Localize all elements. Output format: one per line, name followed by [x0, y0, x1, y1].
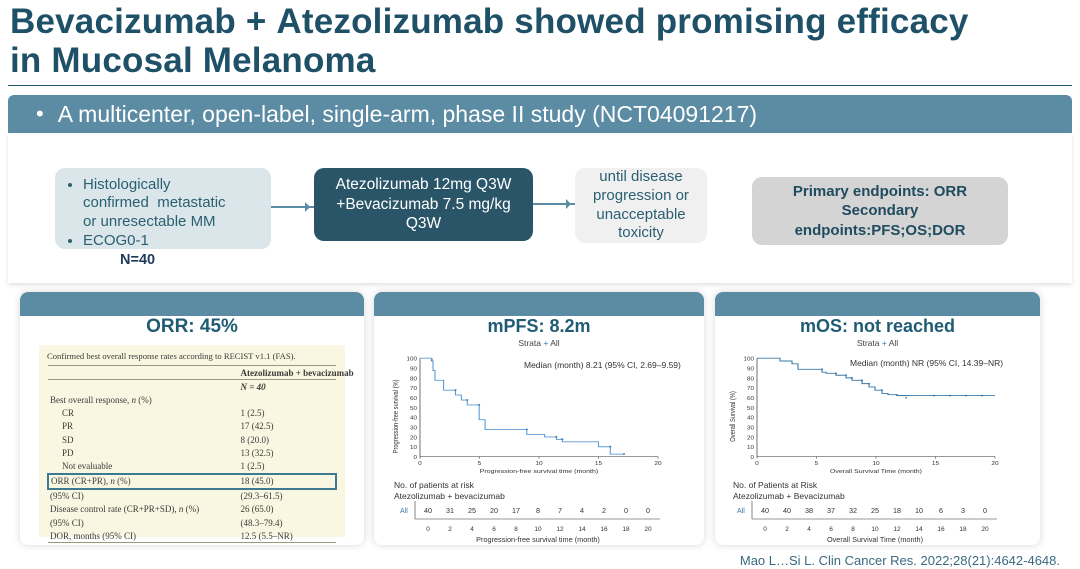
svg-text:0: 0 [646, 506, 650, 515]
svg-text:All: All [400, 508, 408, 515]
svg-text:60: 60 [410, 396, 417, 401]
svg-text:6: 6 [939, 506, 943, 515]
svg-text:70: 70 [410, 387, 417, 392]
svg-text:0: 0 [983, 506, 987, 515]
svg-text:14: 14 [915, 526, 923, 533]
svg-text:18: 18 [959, 526, 967, 533]
svg-text:10: 10 [534, 526, 542, 533]
svg-text:40: 40 [424, 506, 432, 515]
svg-text:40: 40 [410, 416, 417, 421]
svg-text:100: 100 [744, 357, 754, 362]
svg-text:20: 20 [410, 436, 417, 441]
svg-text:40: 40 [761, 506, 769, 515]
svg-text:30: 30 [747, 426, 754, 431]
svg-text:10: 10 [871, 526, 879, 533]
svg-text:20: 20 [490, 506, 498, 515]
svg-text:0: 0 [755, 461, 759, 466]
svg-text:16: 16 [600, 526, 608, 533]
svg-text:7: 7 [558, 506, 562, 515]
svg-text:38: 38 [805, 506, 813, 515]
svg-text:12: 12 [556, 526, 564, 533]
svg-text:All: All [737, 508, 745, 515]
svg-text:12: 12 [893, 526, 901, 533]
svg-text:30: 30 [410, 426, 417, 431]
svg-text:20: 20 [644, 526, 652, 533]
svg-text:4: 4 [807, 526, 811, 533]
svg-text:80: 80 [410, 377, 417, 382]
svg-text:10: 10 [872, 461, 880, 466]
svg-text:6: 6 [492, 526, 496, 533]
svg-text:8: 8 [851, 526, 855, 533]
svg-text:60: 60 [747, 396, 754, 401]
svg-text:17: 17 [512, 506, 520, 515]
svg-text:14: 14 [578, 526, 586, 533]
svg-text:40: 40 [783, 506, 791, 515]
svg-text:5: 5 [815, 461, 819, 466]
svg-text:31: 31 [446, 506, 454, 515]
svg-text:10: 10 [410, 446, 417, 451]
svg-text:18: 18 [893, 506, 901, 515]
svg-text:0: 0 [418, 461, 422, 466]
svg-text:50: 50 [410, 406, 417, 411]
svg-text:20: 20 [991, 461, 999, 466]
svg-text:90: 90 [747, 367, 754, 372]
svg-text:25: 25 [468, 506, 476, 515]
svg-text:4: 4 [470, 526, 474, 533]
svg-text:0: 0 [750, 455, 754, 460]
svg-text:90: 90 [410, 367, 417, 372]
svg-text:5: 5 [478, 461, 482, 466]
svg-text:2: 2 [602, 506, 606, 515]
svg-text:0: 0 [426, 526, 430, 533]
svg-text:2: 2 [448, 526, 452, 533]
svg-text:80: 80 [747, 377, 754, 382]
svg-text:4: 4 [580, 506, 584, 515]
svg-text:8: 8 [536, 506, 540, 515]
svg-text:0: 0 [763, 526, 767, 533]
svg-text:0: 0 [413, 455, 417, 460]
svg-text:10: 10 [747, 446, 754, 451]
svg-text:2: 2 [785, 526, 789, 533]
svg-text:8: 8 [514, 526, 518, 533]
svg-text:0: 0 [624, 506, 628, 515]
svg-text:25: 25 [871, 506, 879, 515]
svg-text:20: 20 [981, 526, 989, 533]
svg-text:40: 40 [747, 416, 754, 421]
svg-text:16: 16 [937, 526, 945, 533]
svg-text:10: 10 [915, 506, 923, 515]
svg-text:70: 70 [747, 387, 754, 392]
svg-text:6: 6 [829, 526, 833, 533]
svg-text:Progression-free survival (%): Progression-free survival (%) [393, 379, 401, 453]
svg-text:20: 20 [747, 436, 754, 441]
svg-text:37: 37 [827, 506, 835, 515]
svg-text:3: 3 [961, 506, 965, 515]
svg-text:Overall Survival Time (month): Overall Survival Time (month) [830, 469, 922, 475]
svg-text:Overall Survival (%): Overall Survival (%) [730, 391, 738, 442]
svg-text:50: 50 [747, 406, 754, 411]
svg-text:32: 32 [849, 506, 857, 515]
svg-text:15: 15 [932, 461, 940, 466]
svg-text:18: 18 [622, 526, 630, 533]
svg-text:Progression-free survival time: Progression-free survival time (month) [480, 469, 598, 475]
svg-text:100: 100 [407, 357, 417, 362]
svg-text:20: 20 [654, 461, 662, 466]
svg-text:10: 10 [535, 461, 543, 466]
svg-text:15: 15 [595, 461, 603, 466]
